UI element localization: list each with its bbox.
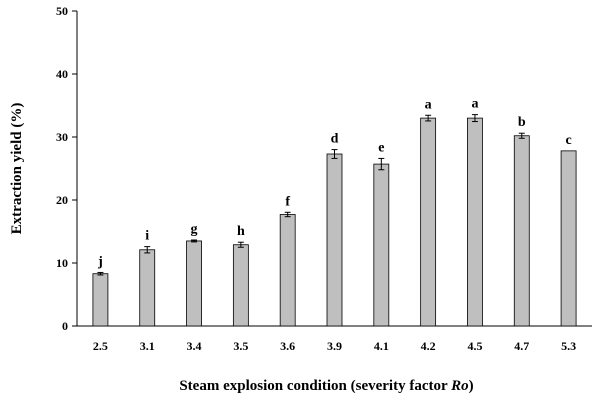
y-tick-label: 30 <box>56 130 68 144</box>
significance-label-4.5: a <box>471 97 478 112</box>
x-tick-label-3.4: 3.4 <box>187 339 202 353</box>
x-tick-label-3.1: 3.1 <box>140 339 155 353</box>
error-bar-3.6 <box>284 211 291 218</box>
bar-3.1 <box>139 249 156 327</box>
x-tick-label-4.5: 4.5 <box>467 339 482 353</box>
significance-label-4.7: b <box>518 115 526 130</box>
x-axis-title: Steam explosion condition (severity fact… <box>179 378 473 394</box>
bar-3.4 <box>186 240 202 327</box>
bar-4.2 <box>420 117 437 327</box>
error-bar-3.5 <box>237 241 244 248</box>
significance-label-2.5: j <box>97 254 103 269</box>
y-axis: 0 10 20 30 40 50 <box>56 4 78 333</box>
x-tick-label-3.6: 3.6 <box>280 339 295 353</box>
bar-3.5 <box>232 244 249 327</box>
y-tick-label: 20 <box>56 193 68 207</box>
error-bar-2.5 <box>97 271 104 276</box>
bar-2.5 <box>92 273 109 327</box>
y-tick-label: 50 <box>56 4 68 18</box>
x-axis: 2.5 3.1 3.4 3.5 3.6 3.9 4.1 4.2 4.5 4.7 5.3 <box>77 325 592 353</box>
bar-4.5 <box>467 117 483 327</box>
x-tick-label-5.3: 5.3 <box>561 339 576 353</box>
x-axis-title-italic: Ro <box>450 378 469 394</box>
bars-group: j i g h f d e a a b c <box>92 97 577 327</box>
error-bar-3.1 <box>144 246 151 254</box>
significance-label-4.1: e <box>378 140 384 155</box>
bar-3.9 <box>326 153 343 327</box>
y-axis-title: Extraction yield (%) <box>9 103 25 235</box>
bar-4.7 <box>513 135 530 327</box>
bar-4.1 <box>373 163 390 327</box>
error-bar-4.2 <box>425 114 432 122</box>
significance-label-3.9: d <box>331 132 339 147</box>
error-bar-4.5 <box>471 114 478 123</box>
x-axis-title-part-3: ) <box>469 378 474 394</box>
significance-label-5.3: c <box>565 133 571 148</box>
y-tick-label: 10 <box>56 256 68 270</box>
significance-label-3.6: f <box>285 194 290 209</box>
x-tick-label-3.9: 3.9 <box>327 339 342 353</box>
y-tick-label: 0 <box>62 319 68 333</box>
error-bar-4.1 <box>378 157 385 171</box>
x-tick-label-4.1: 4.1 <box>374 339 389 353</box>
error-bar-3.4 <box>191 239 198 243</box>
x-tick-label-3.5: 3.5 <box>233 339 248 353</box>
y-tick-label: 40 <box>56 67 68 81</box>
x-tick-label-2.5: 2.5 <box>93 339 108 353</box>
error-bar-3.9 <box>331 149 338 159</box>
bar-5.3 <box>560 150 577 327</box>
bar-3.6 <box>279 214 296 327</box>
x-tick-label-4.7: 4.7 <box>514 339 529 353</box>
error-bar-4.7 <box>518 132 525 139</box>
significance-label-3.5: h <box>237 224 245 239</box>
significance-label-3.1: i <box>145 229 149 244</box>
x-axis-title-part-1: Steam explosion condition (severity fact… <box>179 378 451 394</box>
significance-label-4.2: a <box>425 97 432 112</box>
x-tick-label-4.2: 4.2 <box>421 339 436 353</box>
significance-label-3.4: g <box>191 222 198 237</box>
